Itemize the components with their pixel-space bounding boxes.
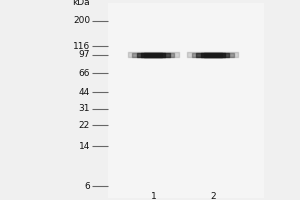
FancyBboxPatch shape xyxy=(108,3,264,198)
Text: 31: 31 xyxy=(79,104,90,113)
Text: 22: 22 xyxy=(79,121,90,130)
Text: 200: 200 xyxy=(73,16,90,25)
Text: kDa: kDa xyxy=(72,0,90,7)
Text: 14: 14 xyxy=(79,142,90,151)
Text: 97: 97 xyxy=(79,50,90,59)
Text: 44: 44 xyxy=(79,88,90,97)
Text: 116: 116 xyxy=(73,42,90,51)
Text: 6: 6 xyxy=(84,182,90,191)
Text: 2: 2 xyxy=(210,192,215,200)
Text: 66: 66 xyxy=(79,69,90,78)
Text: 1: 1 xyxy=(151,192,156,200)
